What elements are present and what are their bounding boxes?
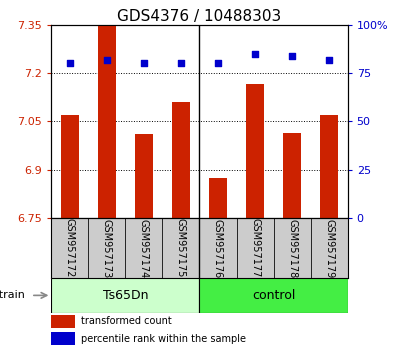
Bar <box>310 218 348 278</box>
Bar <box>51 332 75 345</box>
Bar <box>51 278 199 313</box>
Bar <box>162 218 199 278</box>
Text: GSM957176: GSM957176 <box>213 218 223 278</box>
Text: strain: strain <box>0 290 25 301</box>
Point <box>326 57 332 62</box>
Bar <box>199 278 348 313</box>
Text: transformed count: transformed count <box>81 316 172 326</box>
Point <box>141 61 147 66</box>
Text: control: control <box>252 289 295 302</box>
Text: GSM957174: GSM957174 <box>139 218 149 278</box>
Bar <box>209 178 227 218</box>
Point <box>178 61 184 66</box>
Text: percentile rank within the sample: percentile rank within the sample <box>81 334 246 344</box>
Bar <box>126 218 162 278</box>
Bar <box>283 133 301 218</box>
Point <box>252 51 258 57</box>
Text: GSM957177: GSM957177 <box>250 218 260 278</box>
Bar <box>274 218 310 278</box>
Bar <box>51 315 75 328</box>
Bar <box>237 218 274 278</box>
Text: GSM957178: GSM957178 <box>287 218 297 278</box>
Text: GSM957172: GSM957172 <box>65 218 75 278</box>
Text: GSM957173: GSM957173 <box>102 218 112 278</box>
Bar <box>51 218 88 278</box>
Point <box>104 57 110 62</box>
Title: GDS4376 / 10488303: GDS4376 / 10488303 <box>117 8 282 24</box>
Text: GSM957175: GSM957175 <box>176 218 186 278</box>
Point <box>289 53 295 58</box>
Bar <box>135 134 153 218</box>
Bar <box>98 27 116 218</box>
Bar <box>60 115 79 218</box>
Bar <box>172 102 190 218</box>
Bar <box>246 84 264 218</box>
Text: GSM957179: GSM957179 <box>324 218 334 278</box>
Bar <box>320 115 339 218</box>
Bar <box>88 218 126 278</box>
Point <box>215 61 221 66</box>
Bar <box>199 218 237 278</box>
Text: Ts65Dn: Ts65Dn <box>103 289 148 302</box>
Point <box>67 61 73 66</box>
